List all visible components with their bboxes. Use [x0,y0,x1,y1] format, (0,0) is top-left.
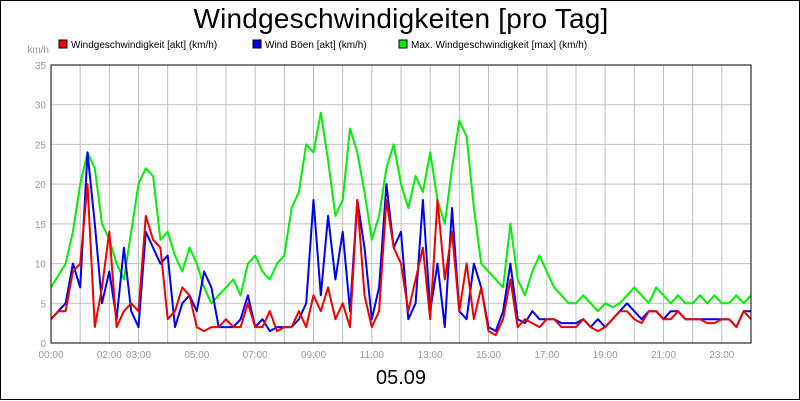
x-tick-label: 17:00 [534,350,559,361]
y-tick-label: 30 [35,101,47,112]
x-tick-label: 00:00 [38,350,63,361]
y-tick-label: 35 [35,61,47,72]
x-tick-label: 11:00 [360,350,385,361]
y-tick-label: 10 [35,260,47,271]
date-label: 05.09 [375,367,427,389]
x-tick-label: 21:00 [651,350,676,361]
legend-swatch [58,39,68,49]
x-tick-label: 05:00 [184,350,209,361]
x-tick-label: 07:00 [243,350,268,361]
series-line-1 [50,151,751,333]
x-tick-label: 15:00 [476,350,501,361]
x-tick-label: 19:00 [593,350,618,361]
legend-label: Max. Windgeschwindigkeit [max] (km/h) [411,40,587,51]
y-tick-label: 0 [40,339,46,350]
series-line-2 [50,183,752,337]
x-tick-label: 02:00 [97,350,122,361]
legend-label: Wind Böen [akt] (km/h) [265,40,367,51]
chart-title: Windgeschwindigkeiten [pro Tag] [193,3,609,34]
series-line-0 [50,111,752,313]
y-tick-label: 20 [35,180,47,191]
x-tick-label: 09:00 [301,350,326,361]
legend-label: Windgeschwindigkeit [akt] (km/h) [71,40,217,51]
legend-swatch [398,39,408,49]
x-tick-label: 13:00 [418,350,443,361]
y-tick-label: 25 [35,140,47,151]
y-tick-label: 5 [40,299,46,310]
y-tick-label: 15 [35,220,47,231]
x-tick-label: 23:00 [709,350,734,361]
plot-border [50,64,752,344]
legend-swatch [252,39,262,49]
x-tick-label: 03:00 [126,350,151,361]
y-axis-unit: km/h [27,45,49,56]
